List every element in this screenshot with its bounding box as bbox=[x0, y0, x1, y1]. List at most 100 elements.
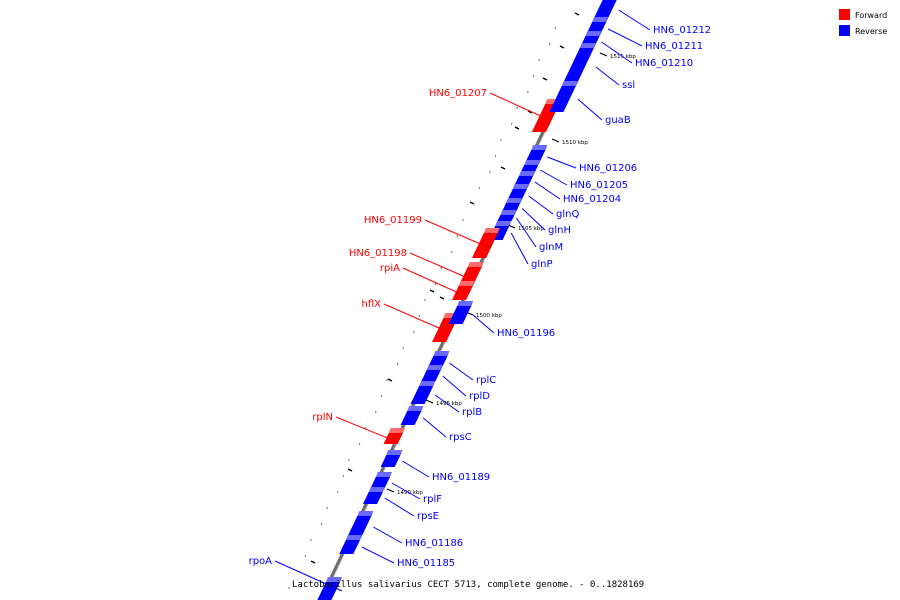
gene-leader-line bbox=[422, 417, 447, 438]
gene-rpln[interactable] bbox=[383, 428, 405, 444]
gene-leader-line bbox=[335, 416, 389, 439]
kbp-tick-mark bbox=[599, 52, 608, 57]
gene-side-face bbox=[360, 511, 374, 538]
minor-tick bbox=[337, 491, 339, 493]
gene-body bbox=[339, 540, 360, 554]
gene-label-rplf: rplF bbox=[423, 494, 442, 505]
gene-label-hn6-01186: HN6_01186 bbox=[405, 538, 463, 549]
major-tick bbox=[439, 296, 445, 300]
minor-tick bbox=[532, 75, 535, 77]
gene-side-face bbox=[538, 145, 548, 164]
gene-rpsc[interactable] bbox=[400, 406, 424, 425]
gene-leader-line bbox=[449, 362, 474, 381]
gene-side-face bbox=[466, 281, 475, 300]
gene-hn6-01186[interactable] bbox=[346, 511, 374, 538]
gene-rplf[interactable] bbox=[370, 472, 392, 489]
gene-label-hn6-01205: HN6_01205 bbox=[570, 180, 628, 191]
gene-leader-line bbox=[521, 208, 546, 231]
gene-leader-line bbox=[383, 303, 444, 331]
minor-tick bbox=[402, 347, 404, 349]
gene-side-face bbox=[593, 31, 602, 48]
gene-label-rpsc: rpsC bbox=[449, 432, 472, 443]
gene-top-face bbox=[518, 171, 535, 176]
gene-top-face bbox=[386, 450, 403, 455]
gene-label-glnm: glnM bbox=[539, 242, 563, 253]
major-tick bbox=[347, 468, 353, 472]
gene-body bbox=[561, 48, 594, 86]
minor-tick bbox=[288, 587, 290, 589]
gene-leader-line bbox=[434, 394, 460, 413]
minor-tick bbox=[304, 555, 306, 557]
minor-tick bbox=[348, 459, 350, 461]
minor-tick bbox=[489, 171, 491, 173]
gene-top-face bbox=[500, 210, 517, 215]
minor-tick bbox=[500, 139, 502, 141]
gene-guab[interactable] bbox=[549, 81, 578, 112]
gene-label-rpoa: rpoA bbox=[249, 556, 273, 567]
gene-top-face bbox=[458, 281, 475, 286]
gene-body bbox=[383, 433, 403, 444]
minor-tick bbox=[510, 123, 513, 125]
gene-label-rplc: rplC bbox=[476, 375, 496, 386]
minor-tick bbox=[310, 539, 312, 541]
gene-hn6-01196[interactable] bbox=[448, 301, 474, 324]
gene-leader-line bbox=[373, 526, 403, 544]
kbp-tick-label: 1500 kbp bbox=[476, 313, 502, 319]
gene-body bbox=[593, 0, 617, 20]
major-tick bbox=[514, 126, 520, 130]
gene-top-face bbox=[524, 160, 541, 165]
gene-side-face bbox=[462, 301, 474, 324]
gene-leader-line bbox=[361, 546, 395, 564]
kbp-tick-label: 1510 kbp bbox=[562, 140, 588, 146]
gene-leader-line bbox=[274, 560, 343, 592]
gene-leader-line bbox=[424, 219, 485, 246]
gene-side-face bbox=[514, 198, 523, 214]
gene-top-face bbox=[407, 406, 424, 411]
kbp-tick-label: 1505 kbp bbox=[518, 226, 544, 232]
gene-rpia[interactable] bbox=[452, 281, 475, 300]
gene-label-rpld: rplD bbox=[469, 391, 490, 402]
minor-tick bbox=[342, 475, 345, 477]
gene-label-hn6-01189: HN6_01189 bbox=[432, 472, 490, 483]
minor-tick bbox=[375, 411, 377, 413]
minor-tick bbox=[418, 315, 421, 317]
gene-side-face bbox=[485, 228, 500, 258]
gene-hn6-01199[interactable] bbox=[471, 228, 500, 258]
gene-rpld[interactable] bbox=[421, 365, 443, 382]
gene-side-face bbox=[414, 406, 424, 425]
gene-body bbox=[421, 370, 441, 382]
gene-label-rplb: rplB bbox=[462, 407, 482, 418]
gene-leader-line bbox=[442, 375, 467, 397]
gene-leader-line bbox=[539, 169, 568, 186]
gene-label-hn6-01210: HN6_01210 bbox=[635, 58, 693, 69]
gene-leader-line bbox=[577, 98, 603, 121]
gene-leader-line bbox=[409, 252, 468, 279]
major-tick bbox=[527, 110, 533, 114]
minor-tick bbox=[413, 331, 415, 333]
gene-side-face bbox=[440, 351, 450, 370]
gene-top-face bbox=[585, 31, 602, 36]
gene-glnm[interactable] bbox=[497, 210, 517, 221]
gene-side-face bbox=[435, 365, 443, 382]
gene-top-face bbox=[426, 365, 443, 370]
gene-rplb[interactable] bbox=[410, 381, 436, 404]
gene-side-face bbox=[377, 487, 385, 504]
gene-body bbox=[452, 286, 473, 300]
gene-body bbox=[380, 455, 401, 467]
gene-rpse[interactable] bbox=[363, 487, 385, 504]
major-tick bbox=[429, 289, 435, 293]
gene-hn6-01212[interactable] bbox=[593, 0, 619, 20]
minor-tick bbox=[386, 379, 388, 381]
gene-side-face bbox=[353, 535, 362, 554]
gene-leader-line bbox=[402, 460, 430, 478]
gene-label-hn6-01207: HN6_01207 bbox=[429, 88, 487, 99]
gene-leader-line bbox=[595, 66, 620, 86]
gene-hn6-01189[interactable] bbox=[380, 450, 403, 467]
gene-hn6-01185[interactable] bbox=[339, 535, 362, 554]
kbp-tick-mark bbox=[425, 399, 434, 404]
gene-side-face bbox=[511, 210, 517, 221]
gene-top-face bbox=[457, 301, 474, 306]
gene-ssl[interactable] bbox=[561, 43, 596, 86]
major-tick bbox=[310, 560, 316, 564]
